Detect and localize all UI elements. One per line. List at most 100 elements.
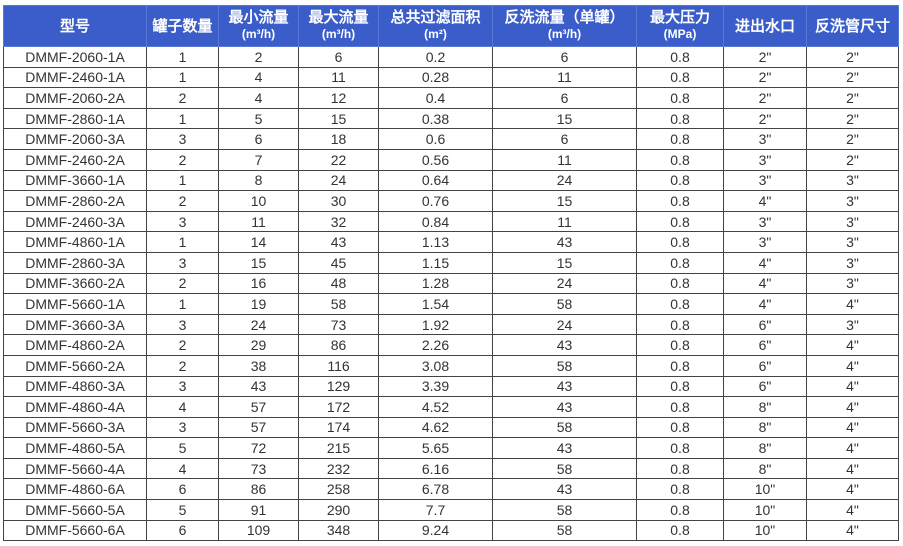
table-cell: 2": [806, 66, 899, 89]
table-cell: 24: [492, 169, 637, 192]
table-cell: 1: [146, 169, 219, 192]
table-row: DMMF-5660-6A 6 109 348 9.24 58 0.8 10" 4": [3, 519, 899, 542]
column-header: 罐子数量: [146, 5, 219, 47]
table-cell: 0.8: [636, 87, 724, 109]
header-unit: (m³/h): [321, 27, 356, 41]
table-cell: 1.28: [378, 272, 493, 295]
table-cell: 0.8: [636, 128, 724, 150]
header-label: 罐子数量: [152, 17, 213, 35]
table-row: DMMF-3660-2A 2 16 48 1.28 24 0.8 4" 3": [3, 272, 899, 295]
table-cell: 0.38: [378, 107, 493, 130]
table-cell: DMMF-5660-3A: [3, 416, 147, 439]
table-cell: 2: [146, 148, 219, 171]
table-cell: 3: [146, 416, 219, 439]
table-cell: 0.8: [636, 231, 724, 253]
table-cell: 6: [146, 478, 219, 501]
table-cell: 0.28: [378, 66, 493, 89]
table-cell: 43: [492, 478, 637, 501]
table-cell: 24: [492, 313, 637, 336]
header-unit: (m³/h): [547, 27, 582, 41]
header-label: 反洗流量（单罐）: [504, 9, 625, 26]
table-cell: 72: [218, 437, 299, 459]
table-cell: 0.8: [636, 272, 724, 295]
table-cell: 24: [218, 313, 299, 336]
header-unit: (m³/h): [241, 27, 276, 41]
table-cell: 174: [298, 416, 379, 439]
table-cell: 3.39: [378, 375, 493, 398]
table-cell: 48: [298, 272, 379, 295]
table-cell: DMMF-4860-1A: [3, 231, 147, 253]
table-cell: DMMF-5660-1A: [3, 293, 147, 315]
table-cell: DMMF-2060-1A: [3, 46, 147, 68]
table-cell: 4: [218, 66, 299, 89]
table-cell: 4": [723, 190, 807, 212]
table-cell: 58: [492, 519, 637, 542]
table-cell: 4: [146, 396, 219, 418]
table-cell: 232: [298, 457, 379, 480]
table-cell: 2": [806, 46, 899, 68]
table-cell: 2.26: [378, 334, 493, 356]
spec-table: 型号 罐子数量 最小流量 (m³/h) 最大流量 (m³/h) 总共过滤面积 (m²) 反洗流量…: [3, 5, 899, 542]
table-cell: 1: [146, 46, 219, 68]
table-cell: 0.8: [636, 148, 724, 171]
table-cell: 4": [806, 478, 899, 501]
table-cell: 258: [298, 478, 379, 501]
table-cell: 22: [298, 148, 379, 171]
table-cell: 2: [146, 272, 219, 295]
table-row: DMMF-2460-3A 3 11 32 0.84 11 0.8 3" 3": [3, 210, 899, 233]
table-cell: 2": [806, 87, 899, 109]
table-cell: 0.8: [636, 210, 724, 233]
table-cell: 1: [146, 293, 219, 315]
table-cell: 10": [723, 499, 807, 521]
table-cell: 0.8: [636, 46, 724, 68]
table-cell: 43: [218, 375, 299, 398]
table-cell: 11: [492, 66, 637, 89]
table-cell: 3": [806, 272, 899, 295]
table-cell: 4": [723, 272, 807, 295]
table-cell: 7.7: [378, 499, 493, 521]
table-cell: 0.84: [378, 210, 493, 233]
header-unit: (MPa): [663, 27, 697, 41]
table-row: DMMF-4860-5A 5 72 215 5.65 43 0.8 8" 4": [3, 437, 899, 459]
table-row: DMMF-5660-2A 2 38 116 3.08 58 0.8 6" 4": [3, 354, 899, 377]
table-cell: DMMF-3660-2A: [3, 272, 147, 295]
table-cell: 15: [218, 251, 299, 274]
table-cell: 3": [723, 210, 807, 233]
table-cell: DMMF-2860-1A: [3, 107, 147, 130]
column-header: 总共过滤面积 (m²): [378, 5, 493, 47]
table-cell: 6: [146, 519, 219, 542]
header-label: 最大压力: [649, 9, 710, 26]
table-cell: 5: [146, 499, 219, 521]
table-cell: DMMF-4860-5A: [3, 437, 147, 459]
table-row: DMMF-3660-1A 1 8 24 0.64 24 0.8 3" 3": [3, 169, 899, 192]
table-cell: 3": [806, 251, 899, 274]
table-cell: 4": [806, 519, 899, 542]
table-cell: 0.8: [636, 107, 724, 130]
table-cell: 0.8: [636, 416, 724, 439]
column-header: 最大压力 (MPa): [636, 5, 724, 47]
table-cell: 14: [218, 231, 299, 253]
table-cell: 4": [806, 457, 899, 480]
table-cell: 43: [492, 334, 637, 356]
table-row: DMMF-2460-1A 1 4 11 0.28 11 0.8 2" 2": [3, 66, 899, 89]
table-row: DMMF-2060-2A 2 4 12 0.4 6 0.8 2" 2": [3, 87, 899, 109]
header-label: 最大流量: [308, 9, 369, 26]
table-cell: 172: [298, 396, 379, 418]
table-cell: 3": [806, 210, 899, 233]
table-cell: 1.92: [378, 313, 493, 336]
table-cell: 1.13: [378, 231, 493, 253]
table-row: DMMF-2860-3A 3 15 45 1.15 15 0.8 4" 3": [3, 251, 899, 274]
table-cell: 3": [723, 128, 807, 150]
table-cell: 6: [298, 46, 379, 68]
table-cell: 0.2: [378, 46, 493, 68]
table-cell: 15: [492, 251, 637, 274]
table-row: DMMF-5660-3A 3 57 174 4.62 58 0.8 8" 4": [3, 416, 899, 439]
table-cell: DMMF-3660-1A: [3, 169, 147, 192]
table-cell: 290: [298, 499, 379, 521]
table-cell: 58: [298, 293, 379, 315]
table-cell: 4": [806, 499, 899, 521]
table-cell: 10": [723, 478, 807, 501]
table-cell: 8": [723, 416, 807, 439]
table-cell: 0.4: [378, 87, 493, 109]
table-cell: 2": [723, 46, 807, 68]
